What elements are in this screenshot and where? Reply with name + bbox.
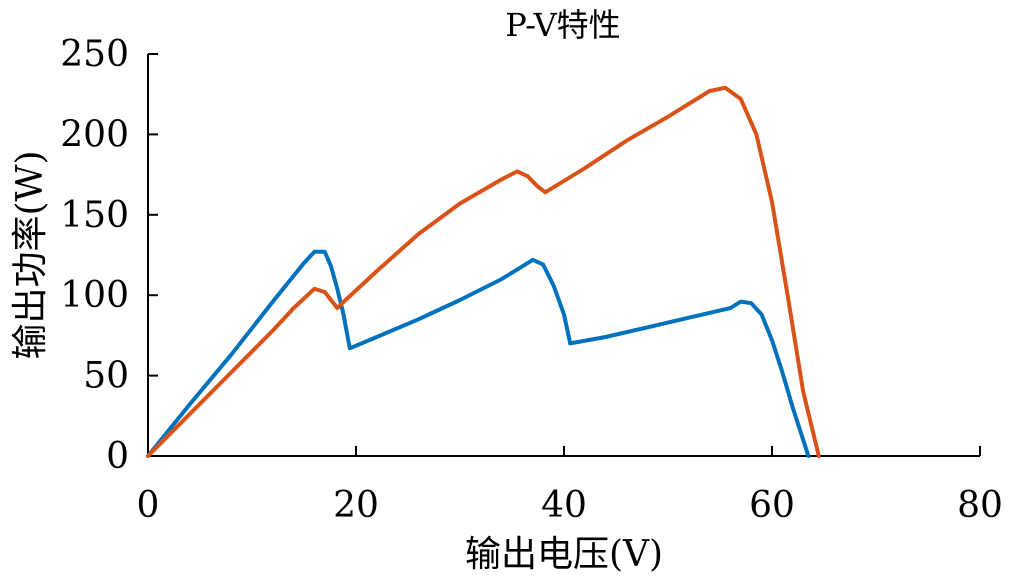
y-tick-label: 150 bbox=[60, 195, 129, 236]
chart-title: P-V特性 bbox=[505, 6, 620, 44]
x-tick-label: 40 bbox=[541, 485, 587, 526]
plot-area bbox=[147, 54, 980, 457]
y-tick-label: 0 bbox=[106, 436, 129, 477]
x-axis-label: 输出电压(V) bbox=[465, 534, 663, 575]
x-ticks: 0 20 40 60 80 bbox=[137, 446, 1003, 526]
x-tick-label: 20 bbox=[333, 485, 379, 526]
y-tick-label: 250 bbox=[60, 34, 129, 75]
y-axis-label: 输出功率(W) bbox=[10, 150, 51, 359]
series-line-1 bbox=[146, 249, 811, 458]
y-tick-label: 50 bbox=[83, 356, 129, 397]
series-line-2 bbox=[146, 85, 821, 458]
y-tick-label: 100 bbox=[60, 275, 129, 316]
y-ticks: 0 50 100 150 200 250 bbox=[60, 34, 158, 477]
series-group bbox=[146, 85, 821, 458]
x-tick-label: 80 bbox=[957, 485, 1003, 526]
y-tick-label: 200 bbox=[60, 114, 129, 155]
x-tick-label: 60 bbox=[749, 485, 795, 526]
x-tick-label: 0 bbox=[137, 485, 160, 526]
